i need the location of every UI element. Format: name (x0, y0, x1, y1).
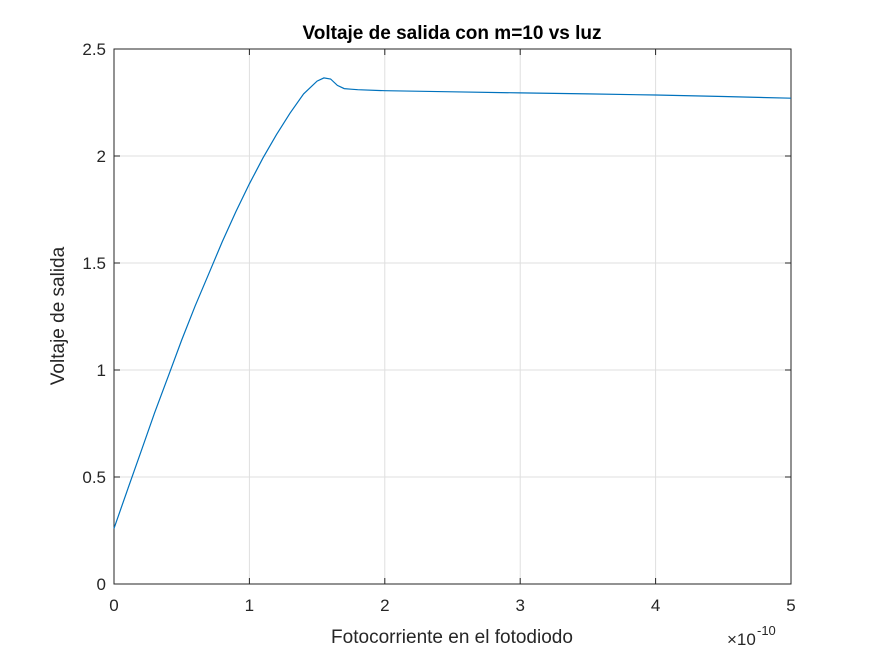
chart-title: Voltaje de salida con m=10 vs luz (302, 23, 601, 44)
y-tick-label: 1.5 (82, 254, 106, 273)
plot-area (113, 48, 792, 585)
x-tick-label: 1 (245, 596, 254, 615)
x-exponent-power: -10 (757, 623, 776, 638)
x-tick-label: 5 (786, 596, 795, 615)
x-tick-label: 2 (380, 596, 389, 615)
x-axis-label: Fotocorriente en el fotodiodo (331, 627, 573, 648)
series-layer (113, 77, 792, 529)
y-tick-label: 2 (97, 147, 106, 166)
y-axis-label: Voltaje de salida (48, 246, 69, 385)
x-tick-label: 4 (651, 596, 660, 615)
x-tick-label: 3 (515, 596, 524, 615)
series-line (113, 77, 792, 529)
grid-lines (113, 48, 792, 585)
y-tick-label: 0.5 (82, 468, 106, 487)
x-exponent-base: ×10 (727, 630, 756, 649)
x-axis-exponent: ×10 -10 (727, 623, 776, 649)
y-tick-label: 1 (97, 361, 106, 380)
x-tick-label: 0 (109, 596, 118, 615)
axis-ticks: 0 1 2 3 4 5 0 0.5 1 1.5 2 2.5 (82, 40, 795, 615)
y-tick-label: 0 (97, 575, 106, 594)
y-tick-label: 2.5 (82, 40, 106, 59)
